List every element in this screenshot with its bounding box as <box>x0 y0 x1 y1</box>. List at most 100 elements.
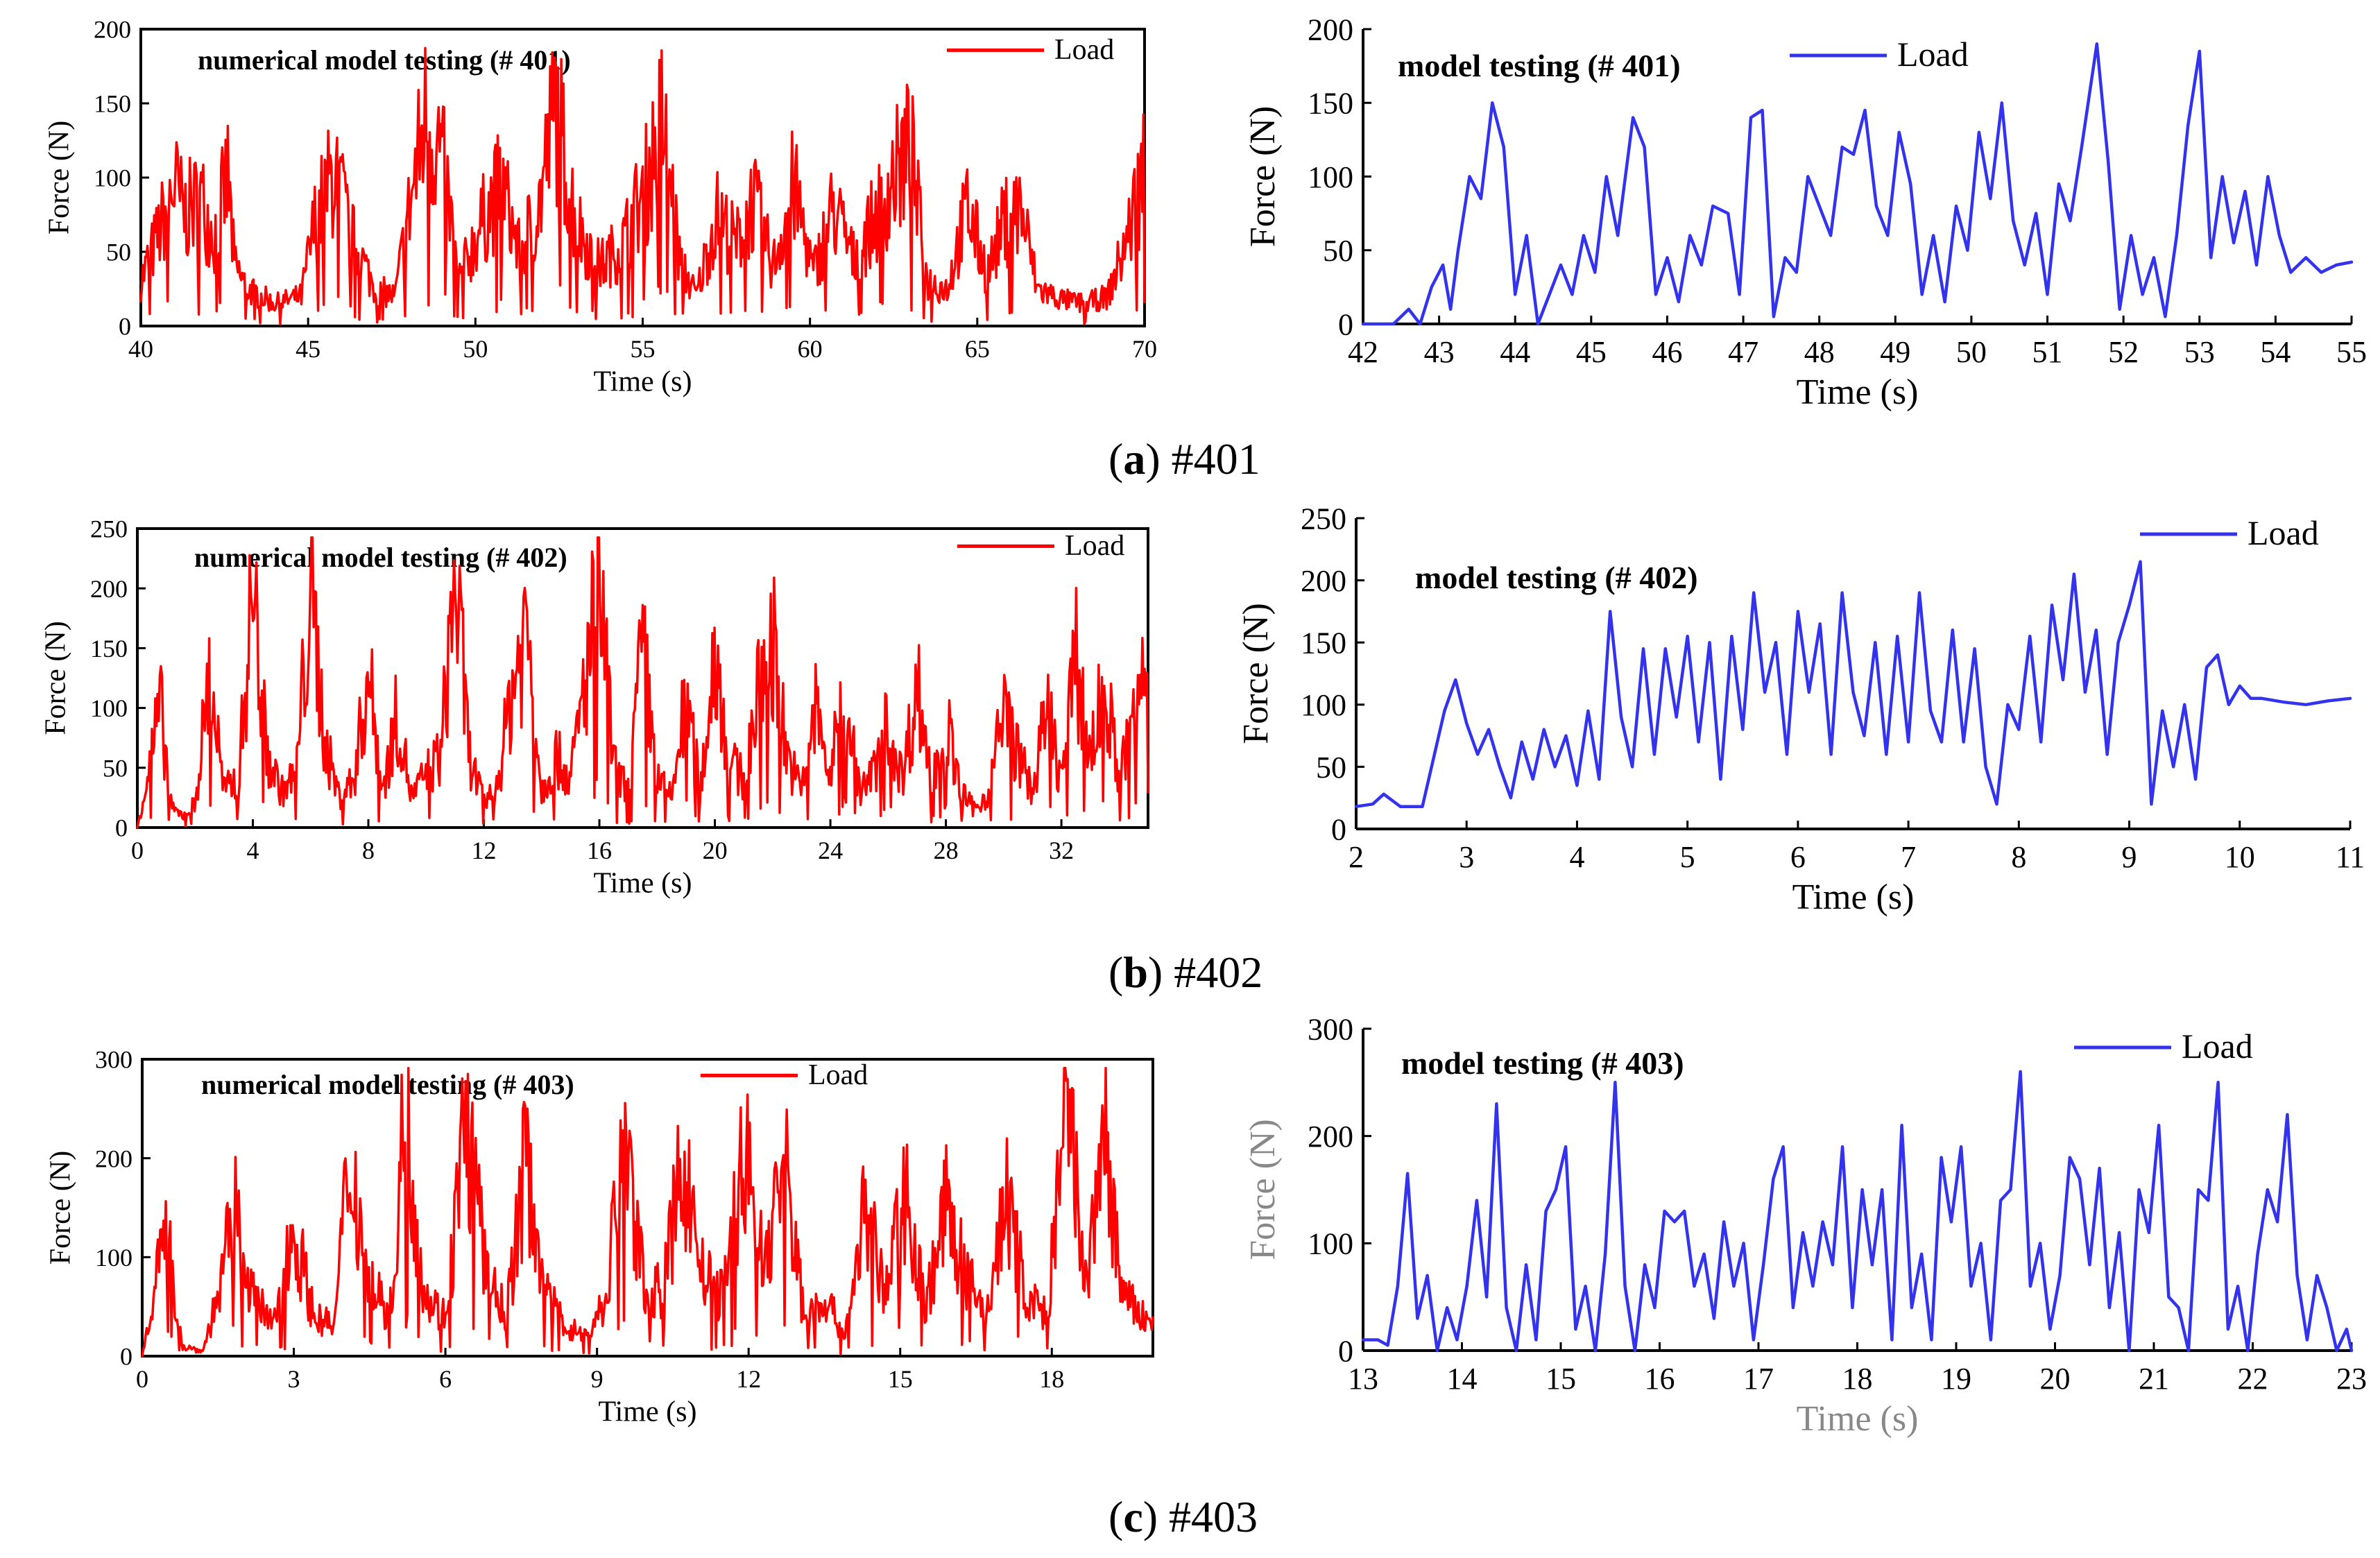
x-tick-label: 49 <box>1880 335 1910 369</box>
legend: Load <box>701 1059 868 1091</box>
x-tick-label: 0 <box>131 837 144 864</box>
x-tick-label: 21 <box>2139 1362 2169 1396</box>
x-tick-label: 9 <box>591 1365 603 1393</box>
x-tick-label: 8 <box>2011 840 2026 874</box>
y-tick-label: 0 <box>1338 1334 1353 1368</box>
y-tick-label: 200 <box>1308 12 1353 46</box>
x-tick-label: 47 <box>1728 335 1758 369</box>
x-tick-label: 46 <box>1652 335 1682 369</box>
x-tick-label: 0 <box>136 1365 148 1393</box>
x-tick-label: 3 <box>1459 840 1474 874</box>
caption-a: (a) #401 <box>1108 434 1260 483</box>
x-tick-label: 18 <box>1842 1362 1873 1396</box>
y-tick-label: 0 <box>115 814 128 842</box>
y-tick-label: 50 <box>1316 751 1346 785</box>
y-tick-label: 100 <box>1308 1227 1353 1261</box>
chart-c-left: 0 100 200 300 0 3 6 9 12 15 18 Time (s) Force (N) num… <box>45 1046 1154 1428</box>
y-tick-label: 0 <box>119 313 131 341</box>
x-axis-label: Time (s) <box>594 867 692 899</box>
x-tick-label: 4 <box>1569 840 1584 874</box>
series-line-load <box>1361 1070 2354 1353</box>
x-tick-label: 45 <box>296 335 320 363</box>
chart-a-right: 0 50 100 150 200 42 43 44 45 46 47 48 49 50 51 52 53 54 55… <box>1243 12 2367 411</box>
x-tick-label: 12 <box>472 837 497 864</box>
y-axis-label: Force (N) <box>45 1151 77 1265</box>
series-line-load <box>141 1067 1154 1358</box>
legend-label: Load <box>2248 513 2319 552</box>
chart-b-right: 0 50 100 150 200 250 2 3 4 5 6 7 8 9 10 11 Time (s) Force… <box>1236 502 2365 916</box>
x-tick-label: 3 <box>288 1365 300 1393</box>
x-tick-label: 7 <box>1901 840 1916 874</box>
chart-a-left: 0 50 100 150 200 40 45 50 55 60 65 70 Time (s) Force … <box>44 16 1157 398</box>
x-tick-label: 15 <box>1546 1362 1576 1396</box>
x-tick-label: 9 <box>2122 840 2137 874</box>
x-tick-label: 17 <box>1743 1362 1774 1396</box>
chart-b-left: 0 50 100 150 200 250 0 4 8 12 16 20 24 28 32 Time (s) Fo… <box>40 515 1149 899</box>
x-tick-label: 40 <box>128 335 153 363</box>
x-tick-label: 45 <box>1576 335 1607 369</box>
legend-label: Load <box>2182 1027 2253 1065</box>
y-tick-label: 150 <box>90 635 128 662</box>
legend-label: Load <box>808 1059 868 1091</box>
x-tick-label: 5 <box>1680 840 1695 874</box>
y-tick-label: 200 <box>90 575 128 603</box>
x-tick-label: 6 <box>1790 840 1806 874</box>
series-line-load <box>136 536 1149 829</box>
x-tick-label: 43 <box>1424 335 1455 369</box>
x-tick-label: 70 <box>1132 335 1157 363</box>
x-tick-label: 50 <box>1956 335 1987 369</box>
y-tick-label: 50 <box>103 754 128 782</box>
x-tick-label: 10 <box>2225 840 2255 874</box>
x-tick-label: 28 <box>934 837 959 864</box>
x-tick-label: 32 <box>1049 837 1074 864</box>
x-axis-label: Time (s) <box>1797 373 1919 412</box>
y-tick-label: 150 <box>1308 87 1353 121</box>
chart-title: model testing (# 401) <box>1398 48 1681 83</box>
caption-b: (b) #402 <box>1108 948 1263 997</box>
legend-label: Load <box>1054 34 1114 66</box>
y-tick-label: 50 <box>106 239 131 266</box>
x-tick-label: 8 <box>362 837 375 864</box>
x-tick-label: 65 <box>965 335 990 363</box>
series-line-load <box>1361 42 2354 326</box>
x-axis-label: Time (s) <box>1797 1399 1919 1439</box>
x-tick-label: 11 <box>2336 840 2365 874</box>
y-tick-label: 200 <box>1301 564 1346 598</box>
x-tick-label: 12 <box>736 1365 761 1393</box>
x-tick-label: 48 <box>1804 335 1835 369</box>
x-tick-label: 6 <box>439 1365 452 1393</box>
x-tick-label: 55 <box>2336 335 2367 369</box>
legend: Load <box>957 530 1124 562</box>
y-tick-label: 200 <box>95 1145 132 1172</box>
y-tick-label: 150 <box>94 90 131 118</box>
y-tick-label: 100 <box>1301 688 1346 722</box>
x-tick-label: 20 <box>2040 1362 2071 1396</box>
y-tick-label: 300 <box>1308 1012 1353 1046</box>
x-tick-label: 22 <box>2238 1362 2268 1396</box>
x-tick-label: 60 <box>798 335 823 363</box>
chart-title: model testing (# 403) <box>1401 1045 1684 1081</box>
y-tick-label: 150 <box>1301 626 1346 660</box>
x-axis-label: Time (s) <box>1792 878 1915 917</box>
x-tick-label: 16 <box>1645 1362 1675 1396</box>
legend: Load <box>2074 1027 2253 1065</box>
y-tick-label: 250 <box>1301 502 1346 536</box>
y-tick-label: 100 <box>95 1244 132 1272</box>
y-tick-label: 0 <box>1331 812 1346 846</box>
chart-title: model testing (# 402) <box>1415 560 1698 595</box>
x-tick-label: 23 <box>2336 1362 2367 1396</box>
chart-c-right: 0 100 200 300 13 14 15 16 17 18 19 20 21 22 23 Time (s)… <box>1243 1012 2367 1438</box>
y-tick-label: 100 <box>90 694 128 722</box>
plot-frame <box>141 1058 1154 1358</box>
x-tick-label: 18 <box>1039 1365 1064 1393</box>
legend-label: Load <box>1897 35 1969 74</box>
legend: Load <box>947 34 1114 66</box>
y-tick-label: 250 <box>90 515 128 543</box>
x-tick-label: 20 <box>703 837 728 864</box>
y-tick-label: 200 <box>1308 1120 1353 1154</box>
x-axis-label: Time (s) <box>594 366 692 397</box>
legend: Load <box>1790 35 1969 74</box>
y-tick-label: 0 <box>1338 307 1353 341</box>
x-tick-label: 4 <box>247 837 259 864</box>
